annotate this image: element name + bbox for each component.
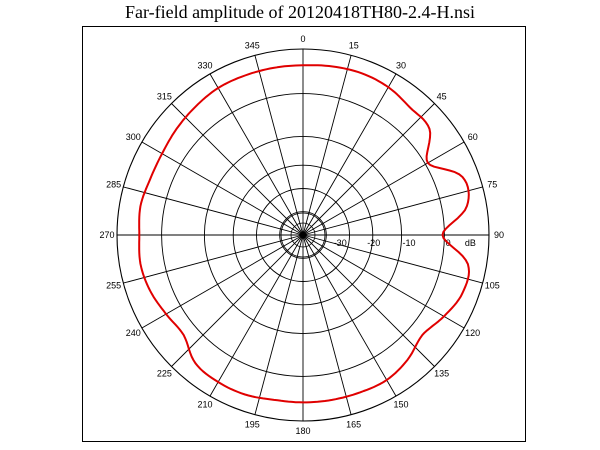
center-dot [300,232,306,238]
angle-tick-label: 300 [126,132,141,142]
grid-spoke [302,186,483,236]
angle-tick-label: 330 [197,60,212,70]
grid-spoke [254,55,304,236]
angle-tick-label: 255 [106,281,121,291]
series-line [138,64,470,404]
grid-spoke [123,234,304,284]
grid-spoke [302,234,435,367]
radial-tick-label: -10 [402,238,415,248]
grid-spoke [302,141,465,236]
angle-tick-label: 180 [295,426,310,436]
angle-tick-label: 195 [245,419,260,429]
angle-tick-label: 270 [99,230,114,240]
angle-tick-label: 210 [197,400,212,410]
angle-labels: 0 15 30 45 60 75 90 105 120 135 150 165 180 195 210 225… [99,34,504,436]
grid-spoke [302,234,352,415]
angle-tick-label: 45 [437,91,447,101]
radial-tick-label: -20 [367,238,380,248]
plot-frame [82,26,526,442]
grid-spoke [254,234,304,415]
radial-tick-label: -30 [334,238,347,248]
grid-spoke [209,234,304,397]
grid-spoke [141,141,304,236]
series-layer [138,64,470,404]
grid-spoke [123,186,304,236]
angle-tick-label: 285 [106,179,121,189]
chart-title: Far-field amplitude of 20120418TH80-2.4-… [124,2,476,22]
grid-spoke [302,234,483,284]
angle-tick-label: 105 [485,281,500,291]
grid-spoke [171,234,304,367]
angle-tick-label: 345 [245,41,260,51]
angle-tick-label: 30 [396,60,406,70]
grid-spoke [209,73,304,236]
grid-spoke [302,103,435,236]
angle-tick-label: 75 [487,179,497,189]
angle-tick-label: 60 [468,132,478,142]
angle-tick-label: 240 [126,328,141,338]
angle-tick-label: 150 [393,400,408,410]
angle-tick-label: 315 [157,91,172,101]
grid-spoke [302,73,397,236]
radial-labels: -30 -20 -10 0 dB [334,238,476,248]
grid-spoke [302,234,397,397]
radial-unit-label: dB [465,238,476,248]
angle-tick-label: 120 [465,328,480,338]
angle-tick-label: 165 [346,419,361,429]
grid-spoke [171,103,304,236]
grid-spoke [302,234,465,329]
angle-tick-label: 135 [434,369,449,379]
grid-spoke [302,55,352,236]
angle-tick-label: 90 [494,230,504,240]
angle-tick-label: 0 [300,34,305,44]
angle-tick-label: 225 [157,369,172,379]
angle-tick-label: 15 [349,41,359,51]
grid-spoke [141,234,304,329]
polar-grid [116,48,490,422]
